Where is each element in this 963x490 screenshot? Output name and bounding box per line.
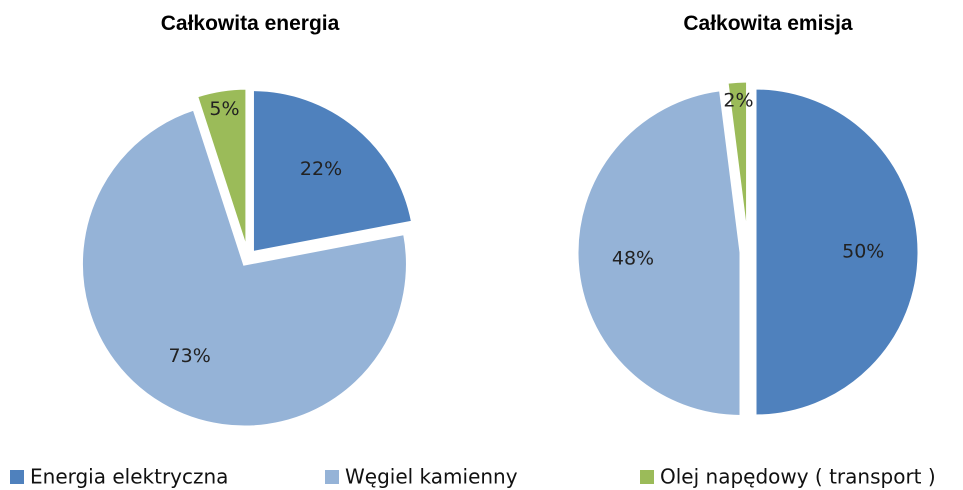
data-label: 73%: [169, 345, 211, 367]
data-label: 22%: [300, 158, 342, 180]
legend-label: Węgiel kamienny: [345, 465, 518, 489]
pie-slice: [194, 86, 249, 252]
legend-swatch: [325, 470, 339, 484]
data-label: 2%: [723, 89, 753, 111]
data-label: 48%: [612, 248, 654, 270]
pie-slice: [753, 86, 921, 418]
pie-slice: [250, 88, 415, 255]
legend-label: Olej napędowy ( transport ): [660, 465, 936, 489]
chart-title: Całkowita emisja: [683, 12, 853, 35]
pie-slice: [575, 88, 743, 418]
pie-slice: [80, 107, 409, 429]
data-label: 50%: [842, 241, 884, 263]
pie-slice: [725, 79, 750, 246]
legend-swatch: [10, 470, 24, 484]
chart-title: Całkowita energia: [161, 12, 340, 35]
data-label: 5%: [209, 98, 239, 120]
legend-label: Energia elektryczna: [30, 465, 228, 489]
legend-swatch: [640, 470, 654, 484]
